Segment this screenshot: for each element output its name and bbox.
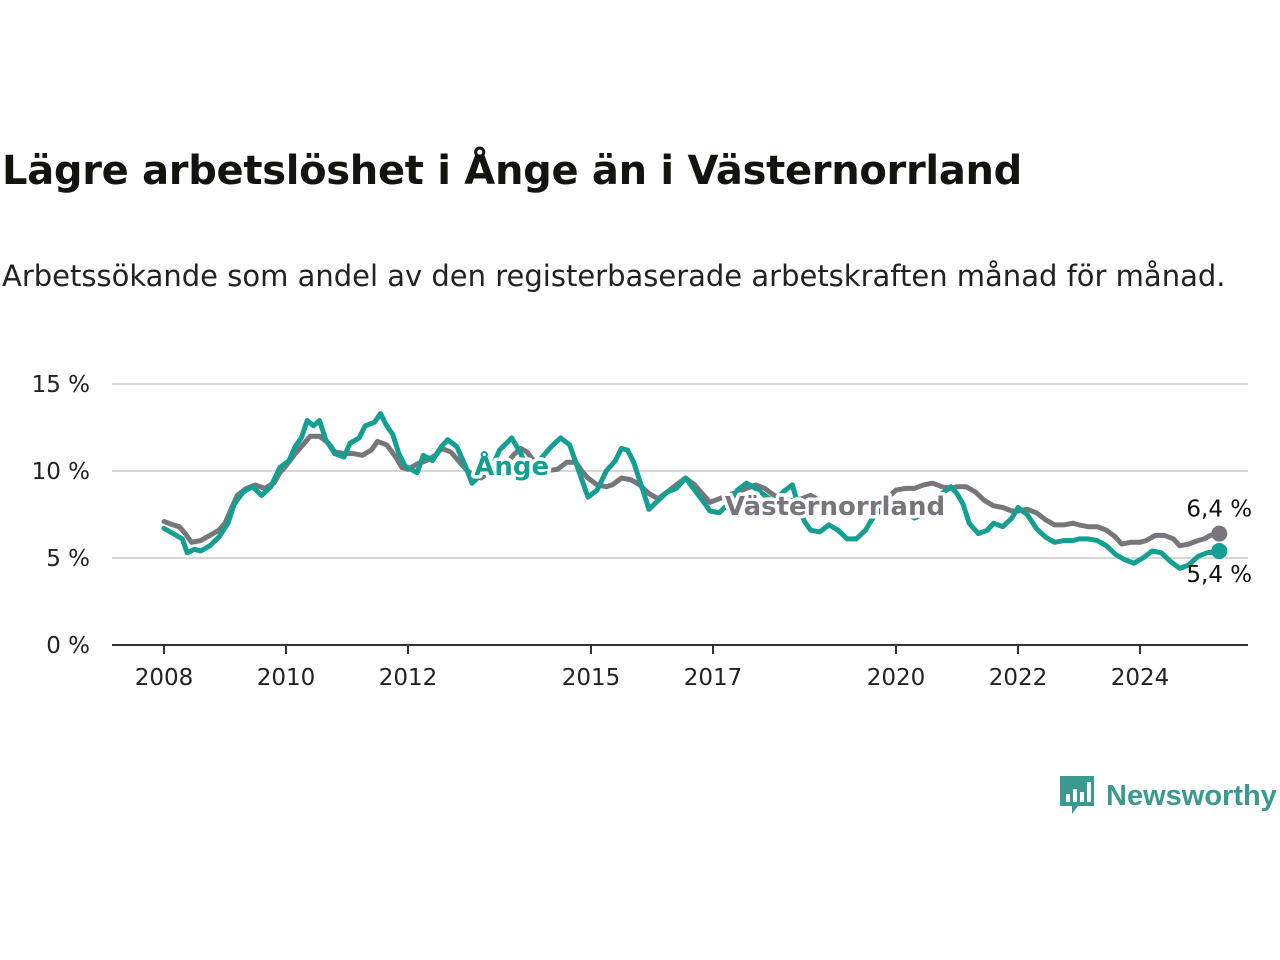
y-tick-label: 15 % bbox=[32, 372, 90, 398]
series-end-marker bbox=[1211, 525, 1228, 542]
x-tick-label: 2012 bbox=[379, 665, 438, 691]
bar-chart-speech-bubble-icon bbox=[1060, 776, 1094, 814]
x-tick-label: 2008 bbox=[135, 665, 194, 691]
x-tick-label: 2020 bbox=[867, 665, 926, 691]
series-lines bbox=[161, 411, 1222, 571]
y-axis-ticks: 0 % 5 % 10 % 15 % bbox=[32, 372, 90, 659]
y-tick-label: 0 % bbox=[46, 633, 90, 659]
series-line bbox=[161, 433, 1222, 549]
x-tick-label: 2015 bbox=[562, 665, 621, 691]
y-tick-label: 10 % bbox=[32, 459, 90, 485]
series-end-label: 5,4 % bbox=[1186, 562, 1252, 588]
series-end-label: 6,4 % bbox=[1186, 497, 1252, 523]
series-end-marker bbox=[1211, 543, 1228, 560]
series-line bbox=[161, 411, 1222, 571]
chart-subtitle: Arbetssökande som andel av den registerb… bbox=[2, 259, 1226, 293]
x-axis-ticks: 2008 2010 2012 2015 2017 2020 2022 2024 bbox=[135, 645, 1170, 691]
brand-name: Newsworthy bbox=[1106, 779, 1277, 812]
chart-title: Lägre arbetslöshet i Ånge än i Västernor… bbox=[2, 148, 1023, 194]
x-tick-label: 2017 bbox=[684, 665, 743, 691]
x-tick-label: 2024 bbox=[1111, 665, 1170, 691]
newsworthy-logo: Newsworthy bbox=[1058, 774, 1277, 818]
y-tick-label: 5 % bbox=[46, 546, 90, 572]
series-inline-label: Ånge bbox=[474, 450, 549, 482]
gridlines bbox=[112, 383, 1248, 646]
x-tick-label: 2022 bbox=[989, 665, 1048, 691]
x-tick-label: 2010 bbox=[257, 665, 316, 691]
series-labels: Ånge Västernorrland 6,4 % 5,4 % bbox=[471, 446, 1252, 588]
series-inline-label: Västernorrland bbox=[725, 492, 945, 522]
